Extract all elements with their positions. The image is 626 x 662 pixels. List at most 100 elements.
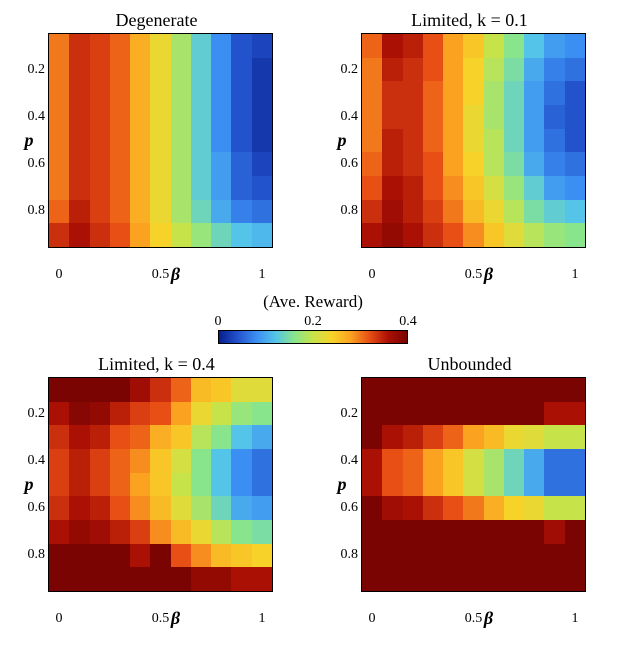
heatmap-cell [211, 129, 231, 153]
heatmap-cell [382, 402, 402, 426]
heatmap-cell [49, 58, 69, 82]
heatmap-cell [362, 520, 382, 544]
heatmap-cell [463, 496, 483, 520]
heatmap-cell [211, 496, 231, 520]
heatmap-cell [565, 129, 585, 153]
heatmap-cell [382, 105, 402, 129]
heatmap-cell [423, 496, 443, 520]
heatmap-cell [211, 34, 231, 58]
heatmap-cell [565, 105, 585, 129]
plotbox: 0.20.40.60.8 00.51 [48, 377, 273, 592]
heatmap-cell [90, 544, 110, 568]
heatmap-cell [443, 402, 463, 426]
heatmap-cell [191, 425, 211, 449]
heatmap-cell [90, 129, 110, 153]
heatmap-cell [463, 520, 483, 544]
heatmap-cell [565, 425, 585, 449]
heatmap-cell [544, 520, 564, 544]
heatmap-cell [504, 129, 524, 153]
panel-title: Limited, k = 0.4 [10, 354, 303, 377]
heatmap-cell [362, 34, 382, 58]
heatmap-cell [484, 34, 504, 58]
heatmap-cell [211, 449, 231, 473]
heatmap-cell [49, 378, 69, 402]
heatmap-cell [69, 152, 89, 176]
heatmap-cell [463, 34, 483, 58]
heatmap-cell [362, 425, 382, 449]
heatmap-cell [130, 58, 150, 82]
figure-grid: Degenerate p 0.20.40.60.8 00.51 β Limite… [10, 10, 616, 630]
heatmap-cell [423, 105, 443, 129]
xlabel: β [171, 264, 180, 284]
panel-title: Unbounded [323, 354, 616, 377]
heatmap-cell [211, 520, 231, 544]
heatmap-cell [130, 402, 150, 426]
heatmap-cell [382, 223, 402, 247]
heatmap-cell [211, 544, 231, 568]
yticks: 0.20.40.60.8 [19, 378, 47, 591]
heatmap-cell [362, 496, 382, 520]
heatmap-cell [252, 176, 272, 200]
heatmap-cell [403, 496, 423, 520]
heatmap-cell [504, 378, 524, 402]
heatmap-cell [484, 449, 504, 473]
heatmap-cell [524, 176, 544, 200]
ytick-label: 0.2 [341, 62, 359, 78]
heatmap-cell [504, 567, 524, 591]
heatmap-cell [443, 129, 463, 153]
heatmap-cell [171, 544, 191, 568]
heatmap-cell [484, 425, 504, 449]
heatmap-cell [504, 105, 524, 129]
heatmap-cell [171, 425, 191, 449]
heatmap-cell [191, 449, 211, 473]
ytick-label: 0.2 [341, 406, 359, 422]
heatmap-cell [443, 58, 463, 82]
heatmap-cell [504, 402, 524, 426]
heatmap-cell [544, 34, 564, 58]
heatmap-cell [130, 200, 150, 224]
heatmap-cell [90, 378, 110, 402]
heatmap-cell [565, 34, 585, 58]
heatmap-cell [484, 129, 504, 153]
heatmap-cell [110, 520, 130, 544]
heatmap-cell [443, 425, 463, 449]
heatmap-cell [49, 223, 69, 247]
heatmap-cell [191, 129, 211, 153]
heatmap-cell [504, 176, 524, 200]
heatmap-cell [524, 520, 544, 544]
heatmap-cell [69, 223, 89, 247]
ytick-label: 0.4 [341, 453, 359, 469]
heatmap-cell [171, 378, 191, 402]
heatmap-cell [463, 81, 483, 105]
heatmap [49, 34, 272, 247]
ytick-label: 0.6 [341, 156, 359, 172]
heatmap-cell [382, 496, 402, 520]
heatmap-cell [524, 200, 544, 224]
heatmap-cell [565, 176, 585, 200]
heatmap-cell [484, 176, 504, 200]
heatmap-cell [211, 223, 231, 247]
panel-limited-k01: Limited, k = 0.1 p 0.20.40.60.8 00.51 β [323, 10, 616, 286]
heatmap-cell [504, 223, 524, 247]
heatmap-cell [403, 81, 423, 105]
xlabel: β [171, 608, 180, 628]
heatmap-cell [524, 34, 544, 58]
heatmap-cell [231, 544, 251, 568]
heatmap-cell [90, 567, 110, 591]
heatmap-cell [252, 473, 272, 497]
heatmap-cell [443, 520, 463, 544]
heatmap-cell [565, 152, 585, 176]
heatmap-cell [403, 378, 423, 402]
heatmap-cell [69, 378, 89, 402]
heatmap-cell [504, 34, 524, 58]
colorbar: (Ave. Reward) 00.20.4 [10, 292, 616, 344]
heatmap-cell [484, 223, 504, 247]
heatmap-cell [382, 378, 402, 402]
heatmap-cell [544, 152, 564, 176]
heatmap-cell [231, 378, 251, 402]
heatmap-cell [362, 449, 382, 473]
heatmap-cell [403, 105, 423, 129]
ytick-label: 0.6 [28, 500, 46, 516]
heatmap-cell [544, 473, 564, 497]
heatmap-cell [484, 81, 504, 105]
